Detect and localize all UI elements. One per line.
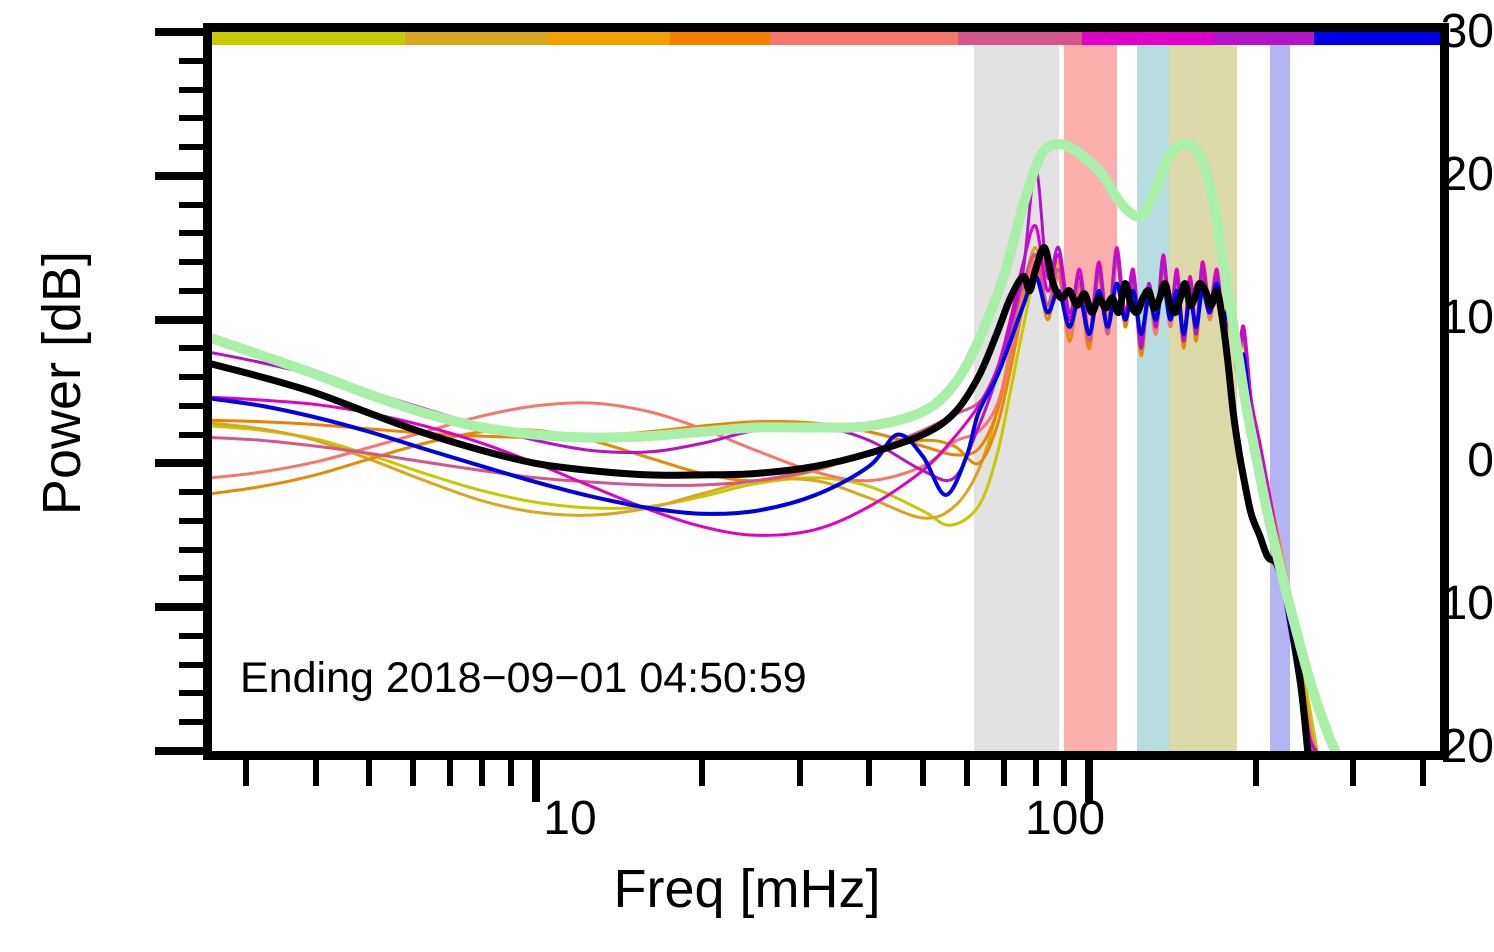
axis-frame-top (203, 23, 1449, 32)
x-minor-tick (699, 760, 706, 786)
y-minor-tick (179, 86, 212, 93)
colorbar-segment-2 (547, 32, 671, 45)
x-minor-tick (1061, 760, 1068, 786)
x-major-tick-100 (1085, 760, 1094, 802)
y-minor-tick (179, 517, 212, 524)
mean-spectrum-black (212, 244, 1312, 751)
x-minor-tick (243, 760, 250, 786)
axis-frame-bottom (203, 751, 1449, 760)
y-minor-tick (179, 57, 212, 64)
spectra-curves (212, 139, 1341, 751)
reference-spectrum-green (212, 139, 1341, 751)
colorbar-segment-8 (1314, 32, 1440, 45)
y-minor-tick (179, 690, 212, 697)
x-axis-label: Freq [mHz] (613, 859, 881, 919)
spectrum-8-purple (212, 167, 1317, 751)
colorbar-segment-4 (770, 32, 959, 45)
x-minor-tick (447, 760, 454, 786)
x-minor-tick (312, 760, 319, 786)
y-minor-tick (179, 632, 212, 639)
x-minor-tick (796, 760, 803, 786)
y-minor-tick (179, 287, 212, 294)
x-minor-tick (479, 760, 486, 786)
x-minor-tick (1000, 760, 1007, 786)
y-tick-label-30: 30 (1440, 5, 1494, 58)
axis-frame-left (203, 23, 212, 760)
y-minor-tick (179, 546, 212, 553)
y-minor-tick (179, 402, 212, 409)
y-minor-tick (179, 661, 212, 668)
y-major-tick--10 (155, 603, 212, 612)
colorbar-segment-0 (212, 32, 405, 45)
y-minor-tick (179, 259, 212, 266)
colorbar-segment-3 (670, 32, 771, 45)
y-tick-label-20: 20 (1440, 148, 1494, 201)
y-major-tick--20 (155, 747, 212, 755)
y-minor-tick (179, 345, 212, 352)
y-major-tick-0 (155, 459, 212, 468)
y-axis-label: Power [dB] (32, 250, 92, 516)
x-minor-tick (1350, 760, 1357, 786)
x-minor-tick (410, 760, 417, 786)
y-minor-tick (179, 230, 212, 237)
annotation-ending-time: Ending 2018−09−01 04:50:59 (240, 654, 807, 702)
x-major-tick-10 (531, 760, 540, 802)
axis-frame-right (1440, 23, 1449, 760)
x-tick-label-10: 10 (543, 792, 597, 845)
x-minor-tick (507, 760, 514, 786)
x-minor-tick (1032, 760, 1039, 786)
spectrum-7-magenta (212, 224, 1318, 751)
y-minor-tick (179, 431, 212, 438)
x-minor-tick (1419, 760, 1426, 786)
y-major-tick-30 (155, 28, 212, 36)
y-tick-label-0: 0 (1467, 434, 1494, 487)
y-major-tick-10 (155, 315, 212, 324)
plot-area: Ending 2018−09−01 04:50:59 (203, 23, 1449, 760)
band-teal (1137, 32, 1169, 751)
x-minor-tick (963, 760, 970, 786)
x-minor-tick (919, 760, 926, 786)
colorbar-segment-7 (1214, 32, 1315, 45)
x-minor-tick (1252, 760, 1259, 786)
y-minor-tick (179, 201, 212, 208)
y-minor-tick (179, 575, 212, 582)
y-minor-tick (179, 374, 212, 381)
colorbar-segment-6 (1082, 32, 1215, 45)
y-minor-tick (179, 719, 212, 726)
y-minor-tick (179, 115, 212, 122)
x-minor-tick (866, 760, 873, 786)
x-minor-tick (366, 760, 373, 786)
y-minor-tick (179, 489, 212, 496)
y-major-tick-20 (155, 171, 212, 180)
y-tick-label-10: 10 (1440, 291, 1494, 344)
y-minor-tick (179, 144, 212, 151)
colorbar-segment-5 (958, 32, 1083, 45)
x-tick-label-100: 100 (1024, 792, 1106, 845)
plot-clip: Ending 2018−09−01 04:50:59 (212, 32, 1440, 751)
colorbar-segment-1 (404, 32, 548, 45)
